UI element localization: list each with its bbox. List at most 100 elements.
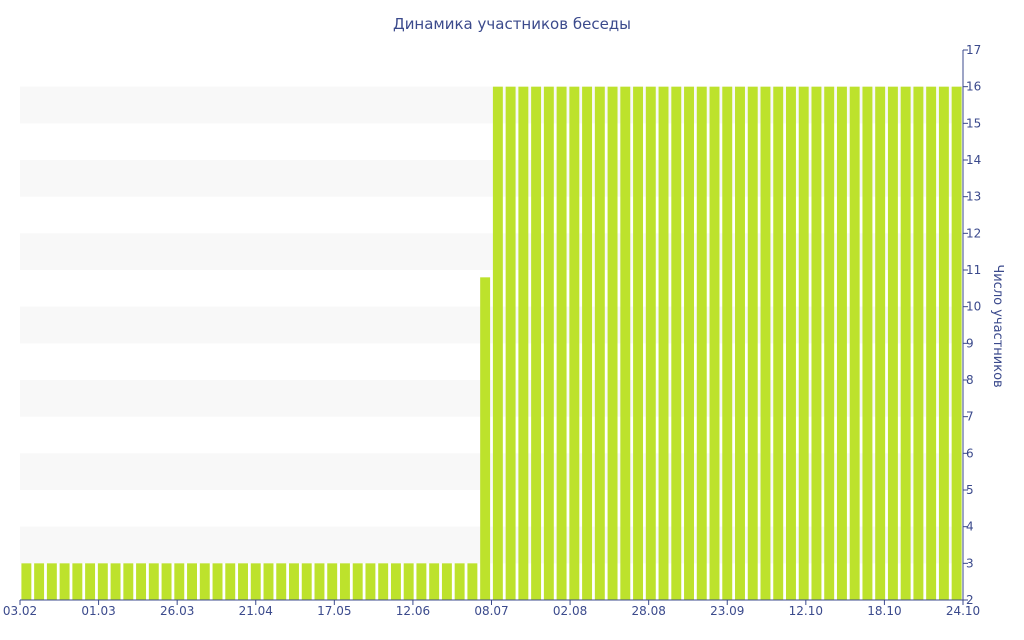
bar bbox=[684, 86, 694, 601]
bar bbox=[59, 563, 70, 600]
bar bbox=[390, 563, 401, 600]
bar bbox=[276, 563, 287, 600]
bar bbox=[301, 563, 312, 600]
x-tick-label: 01.03 bbox=[81, 604, 115, 618]
bar bbox=[633, 86, 644, 601]
bar bbox=[429, 563, 440, 600]
bar bbox=[46, 563, 57, 600]
bar bbox=[314, 563, 325, 600]
bar bbox=[696, 86, 707, 601]
x-tick-label: 24.10 bbox=[946, 604, 980, 618]
bar bbox=[875, 86, 886, 601]
x-tick-label: 17.05 bbox=[317, 604, 351, 618]
bar bbox=[786, 86, 796, 601]
grid-band bbox=[20, 380, 963, 417]
bar bbox=[136, 563, 147, 600]
bar bbox=[225, 563, 236, 600]
y-tick-label: 4 bbox=[966, 520, 974, 534]
bar bbox=[148, 563, 159, 600]
x-tick-label: 23.09 bbox=[710, 604, 744, 618]
bar bbox=[671, 86, 682, 601]
bar bbox=[938, 86, 949, 601]
y-tick-label: 5 bbox=[966, 483, 974, 497]
y-tick-label: 7 bbox=[966, 410, 974, 424]
bar bbox=[199, 563, 210, 600]
bar bbox=[582, 86, 593, 601]
x-tick-label: 26.03 bbox=[160, 604, 194, 618]
chart-title: Динамика участников беседы bbox=[393, 15, 631, 33]
bar bbox=[289, 563, 299, 600]
bar bbox=[735, 86, 745, 601]
bar bbox=[709, 86, 720, 601]
bar bbox=[645, 86, 656, 601]
bar bbox=[926, 86, 937, 601]
bar bbox=[174, 563, 185, 600]
y-axis-label: Число участников bbox=[990, 264, 1005, 387]
bar bbox=[887, 86, 898, 601]
bar bbox=[352, 563, 363, 600]
y-tick-label: 6 bbox=[966, 446, 974, 460]
bar bbox=[238, 563, 248, 600]
grid-bands bbox=[20, 86, 963, 564]
bar bbox=[773, 86, 784, 601]
y-tick-label: 13 bbox=[966, 190, 981, 204]
y-tick-label: 16 bbox=[966, 80, 981, 94]
bar bbox=[862, 86, 873, 601]
bar bbox=[913, 86, 924, 601]
bar bbox=[607, 86, 618, 601]
grid-band bbox=[20, 306, 963, 344]
bar bbox=[21, 563, 32, 600]
y-tick-label: 12 bbox=[966, 226, 981, 240]
x-tick-label: 03.02 bbox=[3, 604, 37, 618]
bar bbox=[836, 86, 847, 601]
bar bbox=[951, 86, 962, 601]
grid-band bbox=[20, 453, 963, 490]
grid-band bbox=[20, 526, 963, 564]
bar bbox=[161, 563, 172, 600]
x-tick-label: 12.06 bbox=[396, 604, 430, 618]
x-tick-label: 18.10 bbox=[867, 604, 901, 618]
x-tick-label: 21.04 bbox=[239, 604, 273, 618]
bar bbox=[250, 563, 261, 600]
bar bbox=[72, 563, 83, 600]
bar bbox=[263, 563, 274, 600]
bar bbox=[543, 86, 554, 601]
bar bbox=[747, 86, 758, 601]
y-tick-label: 14 bbox=[966, 153, 981, 167]
grid-band bbox=[20, 86, 963, 124]
y-tick-label: 8 bbox=[966, 373, 974, 387]
grid-band bbox=[20, 160, 963, 197]
y-tick-label: 9 bbox=[966, 336, 974, 350]
y-tick-label: 17 bbox=[966, 43, 981, 57]
bar bbox=[760, 86, 771, 601]
bar bbox=[34, 563, 45, 600]
bar bbox=[492, 86, 503, 601]
bar bbox=[556, 86, 567, 601]
bar bbox=[365, 563, 376, 600]
bar bbox=[441, 563, 452, 600]
bar bbox=[798, 86, 809, 601]
bar bbox=[110, 563, 121, 600]
bar bbox=[416, 563, 427, 600]
bar bbox=[722, 86, 733, 601]
bar bbox=[620, 86, 631, 601]
x-tick-label: 08.07 bbox=[474, 604, 508, 618]
bar bbox=[212, 563, 223, 600]
bar bbox=[403, 563, 414, 600]
bar bbox=[505, 86, 516, 601]
bar-series bbox=[21, 86, 962, 601]
bar bbox=[85, 563, 96, 600]
bar bbox=[531, 86, 542, 601]
bar bbox=[900, 86, 911, 601]
bar bbox=[569, 86, 580, 601]
bar bbox=[467, 563, 478, 600]
bar bbox=[658, 86, 669, 601]
grid-band bbox=[20, 233, 963, 270]
bar bbox=[849, 86, 860, 601]
bar bbox=[123, 563, 134, 600]
y-tick-label: 11 bbox=[966, 263, 981, 277]
bar bbox=[187, 563, 197, 600]
bar bbox=[594, 86, 605, 601]
x-tick-label: 28.08 bbox=[631, 604, 665, 618]
